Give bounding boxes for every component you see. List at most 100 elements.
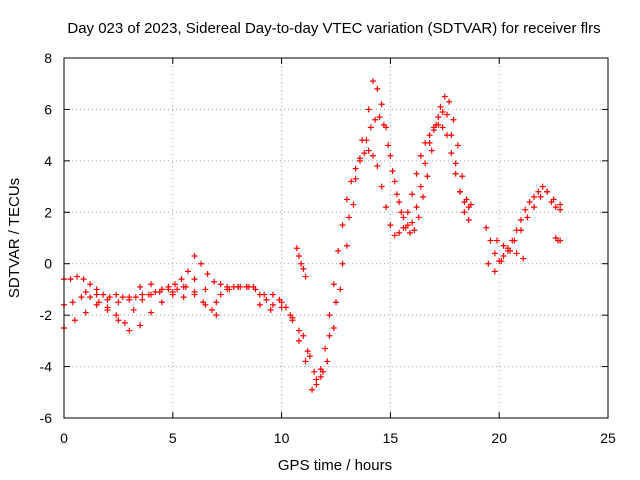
data-point (330, 281, 337, 288)
data-point (245, 283, 252, 290)
y-tick-label: 4 (44, 153, 52, 169)
x-tick-label: 5 (169, 430, 177, 446)
data-point (494, 237, 501, 244)
data-point (100, 291, 107, 298)
data-point (422, 160, 429, 167)
data-point (517, 217, 524, 223)
data-point (139, 296, 146, 303)
data-point (148, 281, 155, 288)
data-point (335, 247, 342, 254)
data-point (465, 217, 472, 223)
data-point (365, 106, 372, 113)
data-point (356, 157, 363, 164)
data-point (217, 291, 224, 298)
data-point (93, 291, 100, 298)
data-point (319, 368, 326, 375)
x-tick-label: 10 (274, 430, 290, 446)
x-tick-label: 0 (60, 430, 68, 446)
data-point (322, 345, 329, 352)
data-point (304, 348, 311, 355)
data-point (178, 276, 185, 283)
x-tick-label: 15 (383, 430, 399, 446)
data-point (104, 307, 111, 313)
data-point (378, 183, 385, 190)
data-point (517, 227, 524, 234)
data-point (302, 273, 309, 280)
data-point (165, 286, 172, 293)
data-point (204, 271, 211, 277)
data-point (487, 237, 494, 244)
axis-ticks: 0 5 10 15 20 25 -6 -4 -2 0 2 4 6 8 (40, 50, 616, 446)
data-point (137, 322, 144, 329)
data-point (369, 78, 376, 85)
data-point (398, 209, 405, 216)
data-point (452, 170, 459, 177)
data-point (396, 229, 403, 236)
data-point (119, 294, 126, 301)
data-point (217, 281, 224, 288)
data-point (115, 317, 122, 324)
data-point (385, 142, 392, 149)
data-point (158, 299, 165, 306)
data-point (457, 188, 464, 195)
data-point (104, 296, 111, 303)
data-point (461, 209, 468, 216)
data-point (289, 314, 296, 321)
x-tick-label: 25 (600, 430, 616, 446)
data-point (346, 214, 353, 221)
data-point (93, 286, 100, 293)
data-point (296, 253, 303, 259)
data-point (278, 299, 285, 306)
data-point (511, 237, 518, 244)
data-point (389, 168, 396, 175)
data-point (485, 260, 492, 267)
data-point (361, 150, 368, 157)
chart-grid (64, 58, 608, 418)
data-point (326, 332, 333, 339)
data-point (552, 204, 559, 211)
data-point (82, 309, 89, 316)
data-point (374, 85, 381, 92)
data-point (396, 199, 403, 205)
data-point (293, 245, 300, 252)
data-point (557, 237, 564, 244)
data-point (313, 381, 320, 388)
data-point (359, 137, 366, 144)
data-point (169, 291, 176, 298)
data-point (306, 353, 313, 360)
data-point (369, 152, 376, 159)
data-point (406, 229, 413, 236)
data-point (387, 222, 394, 229)
y-tick-label: -4 (40, 359, 53, 375)
data-point (413, 170, 420, 177)
data-point (113, 291, 120, 298)
data-point (365, 147, 372, 154)
data-point (174, 286, 181, 293)
data-point (439, 124, 446, 131)
y-axis-label: SDTVAR / TECUs (6, 178, 23, 298)
data-point (446, 98, 453, 105)
data-point (557, 206, 564, 213)
data-point (78, 294, 85, 301)
data-point (82, 289, 89, 295)
data-point (211, 278, 218, 285)
data-point (524, 214, 531, 221)
y-tick-label: 8 (44, 50, 52, 66)
data-point (537, 193, 544, 200)
y-tick-label: 6 (44, 101, 52, 117)
data-point (87, 294, 94, 301)
data-point (213, 312, 220, 319)
data-point (430, 124, 437, 131)
data-point (213, 299, 220, 306)
data-point (269, 291, 276, 298)
data-point (513, 250, 520, 257)
data-point (463, 196, 470, 203)
data-point (443, 111, 450, 118)
data-point (191, 253, 198, 259)
data-point (339, 260, 346, 267)
chart-title: Day 023 of 2023, Sidereal Day-to-day VTE… (67, 20, 600, 37)
data-point (202, 301, 209, 308)
data-point (343, 242, 350, 249)
data-point (267, 307, 274, 313)
